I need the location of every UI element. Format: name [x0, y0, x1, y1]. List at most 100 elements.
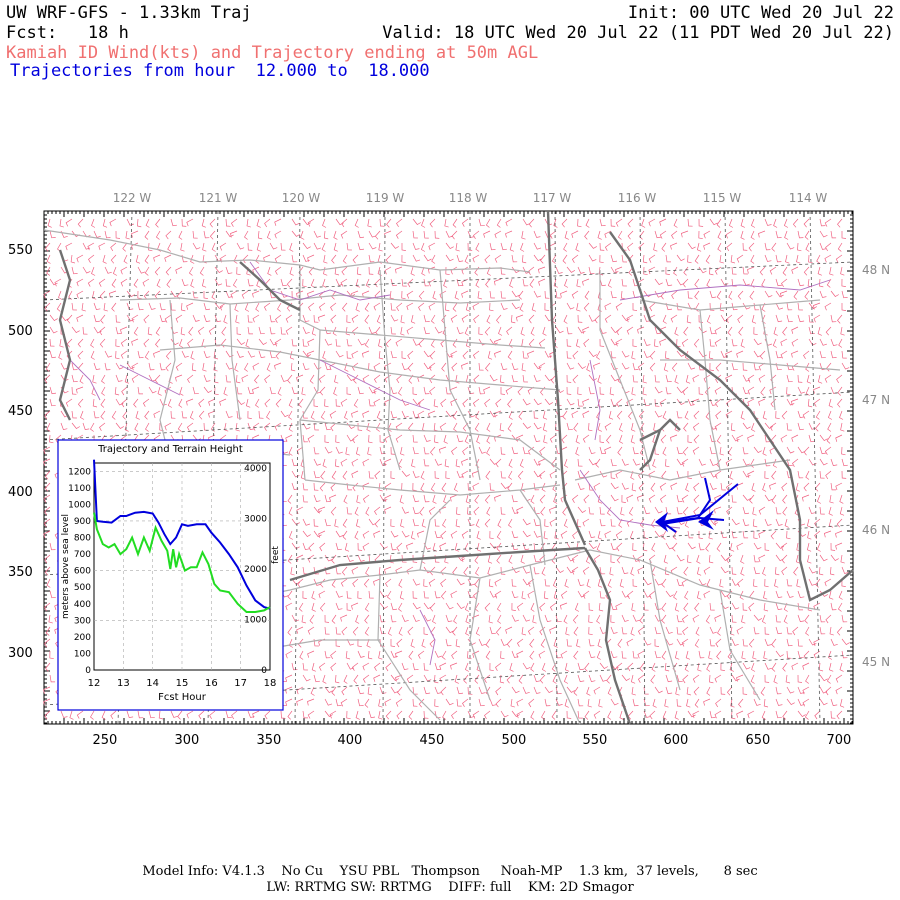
- county-line: [419, 499, 451, 571]
- trajectory-inset-chart: Trajectory and Terrain Height12001100100…: [57, 439, 284, 711]
- longitude-label: 120 W: [282, 191, 321, 205]
- county-line: [639, 299, 821, 311]
- forecast-hour: Fcst: 18 h: [6, 23, 129, 43]
- latitude-label: 46 N: [862, 523, 890, 537]
- county-line: [159, 344, 561, 391]
- inset-y-tick-label: 700: [74, 550, 91, 560]
- inset-y-tick-label: 800: [74, 534, 91, 544]
- x-tick-label: 400: [338, 733, 363, 748]
- inset-y-tick-label: 400: [74, 600, 91, 610]
- inset-x-tick-label: 16: [205, 678, 218, 689]
- inset-x-tick-label: 14: [146, 678, 159, 689]
- inset-y-axis-label: meters above sea level: [61, 514, 71, 619]
- x-tick-label: 300: [175, 733, 200, 748]
- trajectory-arrows: [655, 477, 739, 533]
- trajectory-height-line: [93, 459, 271, 610]
- parallel-line: [43, 261, 854, 301]
- x-tick-label: 600: [664, 733, 689, 748]
- latitude-labels: 48 N 47 N 46 N 45 N: [862, 263, 890, 669]
- river-line: [69, 359, 101, 401]
- county-line: [119, 294, 521, 305]
- x-tick-label: 500: [502, 733, 527, 748]
- inset-ft-axis-label: feet: [271, 546, 281, 564]
- inset-y-tick-label: 300: [74, 616, 91, 626]
- longitude-label: 122 W: [113, 191, 152, 205]
- river-line: [579, 469, 681, 529]
- x-tick-label: 350: [257, 733, 282, 748]
- y-tick-label: 300: [8, 646, 33, 661]
- county-boundaries: [43, 229, 841, 725]
- inset-ft-tick-label: 1000: [244, 616, 267, 626]
- inset-ft-tick-label: 0: [261, 666, 267, 676]
- state-line: [609, 231, 854, 602]
- inset-x-axis-label: Fcst Hour: [158, 692, 207, 703]
- county-line: [660, 359, 841, 371]
- model-physics: LW: RRTMG SW: RRTMG DIFF: full KM: 2D Sm…: [266, 880, 634, 895]
- state-line: [639, 429, 662, 471]
- county-line: [469, 577, 491, 701]
- county-line: [699, 309, 721, 471]
- river-line: [589, 359, 601, 441]
- river-line: [319, 359, 431, 411]
- county-line: [319, 329, 546, 349]
- county-line: [439, 269, 481, 481]
- x-tick-label: 450: [420, 733, 445, 748]
- state-line: [546, 210, 587, 546]
- inset-x-tick-label: 13: [117, 678, 130, 689]
- model-info: Model Info: V4.1.3 No Cu YSU PBL Thompso…: [142, 864, 758, 879]
- state-line: [639, 418, 681, 442]
- county-line: [759, 304, 776, 411]
- wind-barb-field: [43, 218, 850, 720]
- wind-barbs: [43, 218, 850, 720]
- latitude-label: 45 N: [862, 655, 890, 669]
- county-line: [529, 564, 581, 725]
- county-line: [599, 270, 651, 471]
- meridian-line: [724, 210, 733, 725]
- river-line: [119, 364, 181, 396]
- y-tick-label: 550: [8, 243, 33, 258]
- meridian-line: [809, 210, 821, 725]
- x-tick-label: 250: [93, 733, 118, 748]
- meridian-line: [382, 210, 386, 725]
- y-tick-label: 450: [8, 404, 33, 419]
- state-line: [239, 261, 301, 312]
- longitude-labels: 122 W 121 W 120 W 119 W 118 W 117 W 116 W 115 W…: [113, 191, 828, 205]
- inset-ft-tick-label: 2000: [244, 565, 267, 575]
- inset-y-tick-label: 500: [74, 583, 91, 593]
- meridian-line: [294, 210, 301, 725]
- inset-y-tick-label: 1100: [68, 484, 91, 494]
- lat-lon-grid: [43, 210, 854, 725]
- y-tick-label: 500: [8, 324, 33, 339]
- inset-title: Trajectory and Terrain Height: [97, 444, 243, 455]
- inset-y-tick-label: 200: [74, 633, 91, 643]
- longitude-label: 115 W: [703, 191, 742, 205]
- inset-y-tick-label: 1000: [68, 500, 91, 510]
- trajectory-arrowhead: [698, 510, 714, 530]
- trajectory-hours: Trajectories from hour 12.000 to 18.000: [10, 61, 430, 81]
- county-line: [379, 269, 401, 471]
- river-line: [419, 609, 436, 666]
- inset-y-tick-label: 900: [74, 517, 91, 527]
- latitude-label: 47 N: [862, 393, 890, 407]
- terrain-height-line: [93, 512, 271, 613]
- state-boundaries: [58, 210, 854, 725]
- latitude-label: 48 N: [862, 263, 890, 277]
- county-line: [304, 479, 561, 496]
- inset-y-tick-label: 0: [85, 666, 91, 676]
- x-tick-label: 650: [746, 733, 771, 748]
- county-line: [329, 549, 591, 581]
- state-line: [289, 546, 586, 582]
- county-line: [299, 265, 321, 481]
- inset-y-tick-label: 100: [74, 649, 91, 659]
- longitude-label: 116 W: [618, 191, 657, 205]
- meridian-line: [554, 210, 558, 725]
- map-subtitle: Kamiah ID Wind(kts) and Trajectory endin…: [6, 43, 539, 63]
- county-line: [649, 559, 681, 691]
- inset-x-tick-label: 15: [176, 678, 189, 689]
- inset-y-tick-label: 600: [74, 567, 91, 577]
- init-time: Init: 00 UTC Wed 20 Jul 22: [627, 3, 894, 23]
- longitude-label: 118 W: [449, 191, 488, 205]
- model-title: UW WRF-GFS - 1.33km Traj: [6, 3, 252, 23]
- county-line: [229, 303, 241, 421]
